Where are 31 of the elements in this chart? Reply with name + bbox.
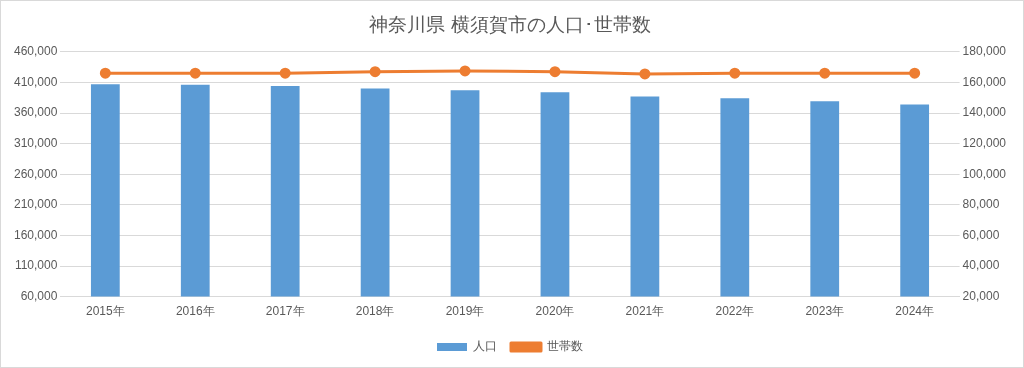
- x-tick-label: 2015年: [85, 304, 125, 319]
- x-tick-label: 2023年: [805, 304, 845, 319]
- legend-label: 世帯数: [547, 339, 583, 354]
- y2-tick-label: 120,000: [962, 135, 1007, 150]
- y2-tick-label: 100,000: [962, 166, 1007, 181]
- y2-tick-label: 60,000: [962, 227, 1000, 242]
- y2-tick-label: 40,000: [962, 258, 1000, 273]
- x-tick-label: 2024年: [895, 304, 935, 319]
- x-tick-label: 2016年: [175, 304, 215, 319]
- x-tick-label: 2022年: [715, 304, 755, 319]
- y-tick-label: 160,000: [13, 227, 58, 242]
- chart-title: 神奈川県 横須賀市の人口･世帯数: [368, 13, 652, 36]
- y2-tick-label: 180,000: [962, 44, 1007, 59]
- y2-tick-label: 140,000: [962, 105, 1007, 120]
- x-tick-label: 2018年: [355, 304, 395, 319]
- y-tick-label: 310,000: [13, 135, 58, 150]
- y-tick-label: 210,000: [13, 197, 58, 212]
- y-tick-label: 360,000: [13, 105, 58, 120]
- y-tick-label: 410,000: [13, 74, 58, 89]
- y-tick-label: 60,000: [20, 288, 58, 303]
- x-tick-label: 2019年: [445, 304, 485, 319]
- y2-tick-label: 20,000: [962, 288, 1000, 303]
- legend-label: 人口: [473, 339, 497, 354]
- y-tick-label: 460,000: [13, 44, 58, 59]
- x-tick-label: 2020年: [535, 304, 575, 319]
- y2-tick-label: 80,000: [962, 197, 1000, 212]
- x-tick-label: 2021年: [625, 304, 665, 319]
- y2-tick-label: 160,000: [962, 74, 1007, 89]
- y-tick-label: 110,000: [14, 258, 58, 273]
- x-tick-label: 2017年: [265, 304, 305, 319]
- y-tick-label: 260,000: [13, 166, 58, 181]
